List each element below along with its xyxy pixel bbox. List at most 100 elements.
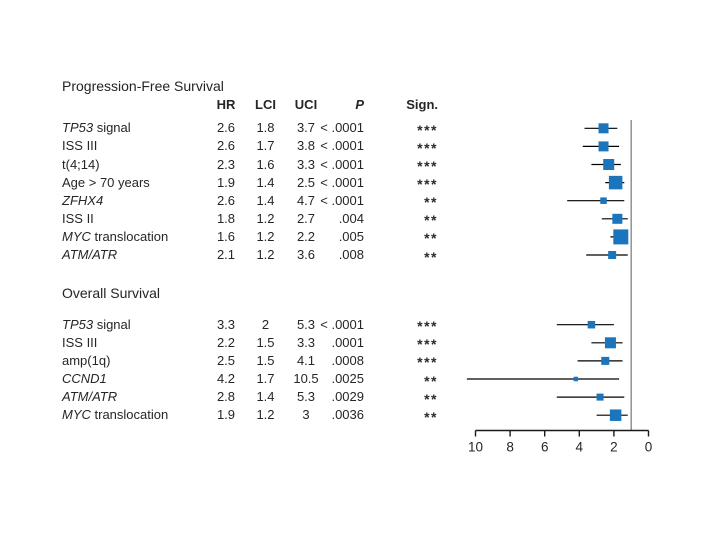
lci-value: 1.4 [256, 174, 275, 190]
row-label: TP53 signal [62, 316, 131, 332]
hr-value: 2.1 [216, 247, 236, 262]
lci-value: 1.2 [256, 228, 275, 244]
uci-value: 3.8 [296, 138, 316, 154]
table-row: MYC translocation 1.9 1.2 3 .0036 ** [0, 406, 460, 425]
row-label: ISS III [62, 334, 98, 350]
hazard-ratio-marker [598, 141, 609, 152]
significance-stars: ** [385, 370, 438, 389]
row-label: Age > 70 years [62, 174, 150, 190]
uci-value: 3.3 [296, 334, 316, 350]
p-value: < .0001 [320, 120, 364, 136]
significance-stars: ** [385, 210, 438, 228]
stars-text: *** [417, 158, 438, 174]
table-row: ATM/ATR 2.1 1.2 3.6 .008 ** [0, 246, 460, 265]
stars-text: *** [417, 336, 438, 353]
hazard-ratio-marker [603, 159, 615, 170]
stars-text: *** [417, 176, 438, 193]
row-label: ZFHX4 [62, 192, 202, 210]
lci-value: 1.2 [256, 247, 275, 262]
p-value: .0001 [331, 334, 364, 350]
hazard-ratio-marker [601, 356, 610, 365]
row-label: ISS III [62, 138, 98, 154]
stars-text: ** [424, 230, 438, 247]
hr-value: 2.8 [216, 389, 236, 405]
stars-text: ** [424, 248, 438, 265]
lci-value: 1.2 [256, 210, 275, 226]
hazard-ratio-marker [604, 337, 616, 349]
table-row: MYC translocation 1.6 1.2 2.2 .005 ** [0, 228, 460, 247]
x-axis-tick-label: 6 [541, 440, 549, 455]
significance-stars: *** [385, 156, 438, 174]
uci-value: 5.3 [296, 316, 316, 332]
stars-text: ** [424, 212, 438, 229]
p-value: .0036 [331, 407, 364, 423]
lci-value: 1.2 [256, 407, 275, 423]
gene-name: ATM/ATR [62, 247, 118, 262]
lci-value: 1.4 [256, 389, 275, 405]
p-value: .0025 [331, 371, 364, 386]
hr-value: 4.2 [216, 371, 236, 386]
significance-stars: ** [385, 406, 438, 425]
x-axis-tick-label: 10 [468, 440, 483, 455]
hazard-ratio-marker [598, 123, 609, 134]
table-row: ISS II 1.8 1.2 2.7 .004 ** [0, 210, 460, 229]
hr-value: 1.9 [216, 174, 236, 190]
p-value: < .0001 [320, 156, 364, 172]
p-value: .005 [338, 228, 364, 244]
table-row: CCND1 4.2 1.7 10.5 .0025 ** [0, 370, 460, 389]
row-label: ATM/ATR [62, 246, 202, 264]
x-axis-tick-label: 4 [576, 440, 584, 455]
significance-stars: *** [385, 316, 438, 334]
table-column-headers: HR LCI UCI P Sign. [0, 96, 460, 114]
x-axis-tick-label: 8 [506, 440, 514, 455]
hazard-ratio-marker [596, 393, 604, 401]
significance-stars: *** [385, 334, 438, 352]
p-value: < .0001 [320, 192, 364, 208]
p-value: .0008 [331, 352, 364, 368]
hr-value: 2.3 [216, 156, 236, 172]
table-row: ATM/ATR 2.8 1.4 5.3 .0029 ** [0, 388, 460, 407]
uci-value: 2.2 [296, 228, 316, 244]
p-value: < .0001 [320, 138, 364, 154]
row-label: CCND1 [62, 370, 202, 388]
lci-value: 1.7 [256, 371, 275, 386]
significance-stars: ** [385, 246, 438, 265]
uci-value: 5.3 [296, 389, 316, 405]
stars-text: *** [417, 121, 438, 138]
table-row: ISS III 2.6 1.7 3.8 < .0001 *** [0, 137, 460, 156]
lci-value: 1.6 [256, 156, 275, 172]
p-value: < .0001 [320, 316, 364, 332]
hazard-ratio-marker [609, 409, 622, 421]
row-label: ATM/ATR [62, 388, 202, 406]
hr-value: 3.3 [216, 316, 236, 332]
p-value: < .0001 [320, 174, 364, 190]
stars-text: ** [424, 194, 438, 211]
hr-value: 1.6 [216, 228, 236, 244]
gene-name: TP53 [62, 316, 94, 332]
significance-stars: *** [385, 137, 438, 156]
gene-name: MYC [62, 407, 91, 423]
lci-value: 1.4 [256, 192, 275, 208]
uci-value: 10.5 [293, 371, 319, 386]
gene-name: TP53 [62, 120, 94, 136]
hazard-ratio-marker [600, 197, 607, 204]
hazard-ratio-marker [613, 229, 629, 245]
p-value: .004 [338, 210, 364, 226]
uci-value: 3 [302, 407, 310, 423]
hr-value: 1.8 [216, 210, 236, 226]
hr-value: 2.6 [216, 192, 236, 208]
stars-text: *** [417, 139, 438, 156]
hr-value: 2.6 [216, 138, 236, 154]
column-header-p: P [355, 97, 364, 112]
significance-stars: ** [385, 192, 438, 210]
lci-value: 1.5 [256, 352, 275, 368]
table-row: ZFHX4 2.6 1.4 4.7 < .0001 ** [0, 192, 460, 211]
uci-value: 2.7 [296, 210, 316, 226]
uci-value: 3.7 [296, 120, 316, 136]
row-label: ISS II [62, 210, 94, 226]
hazard-ratio-marker [587, 320, 596, 329]
row-label: MYC translocation [62, 228, 169, 244]
uci-value: 4.1 [296, 352, 316, 368]
x-axis-tick-label: 0 [645, 440, 653, 455]
